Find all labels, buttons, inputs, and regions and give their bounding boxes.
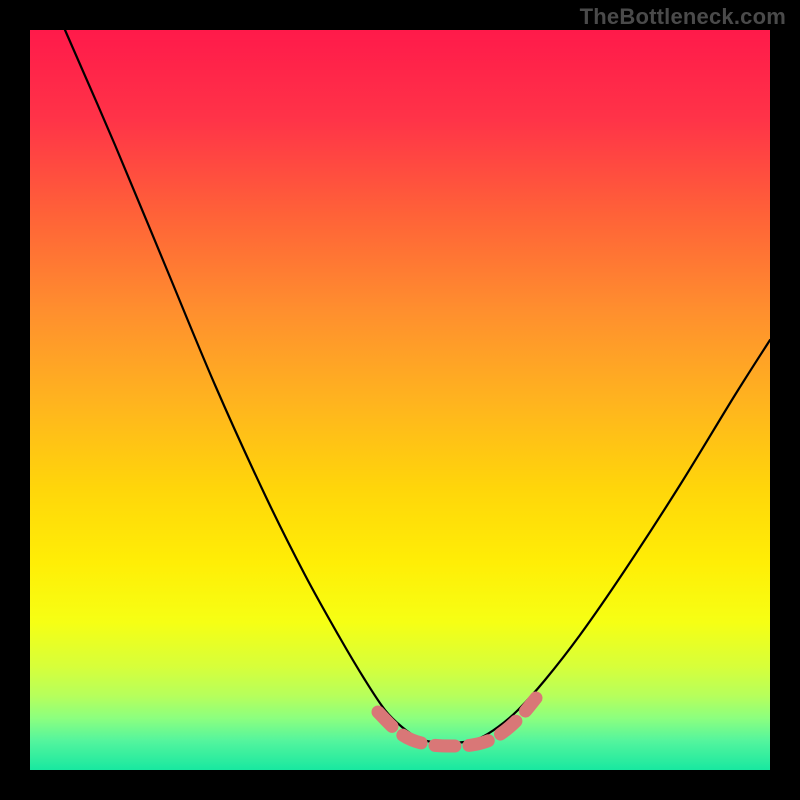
chart-svg (0, 0, 800, 800)
gradient-background (30, 30, 770, 770)
